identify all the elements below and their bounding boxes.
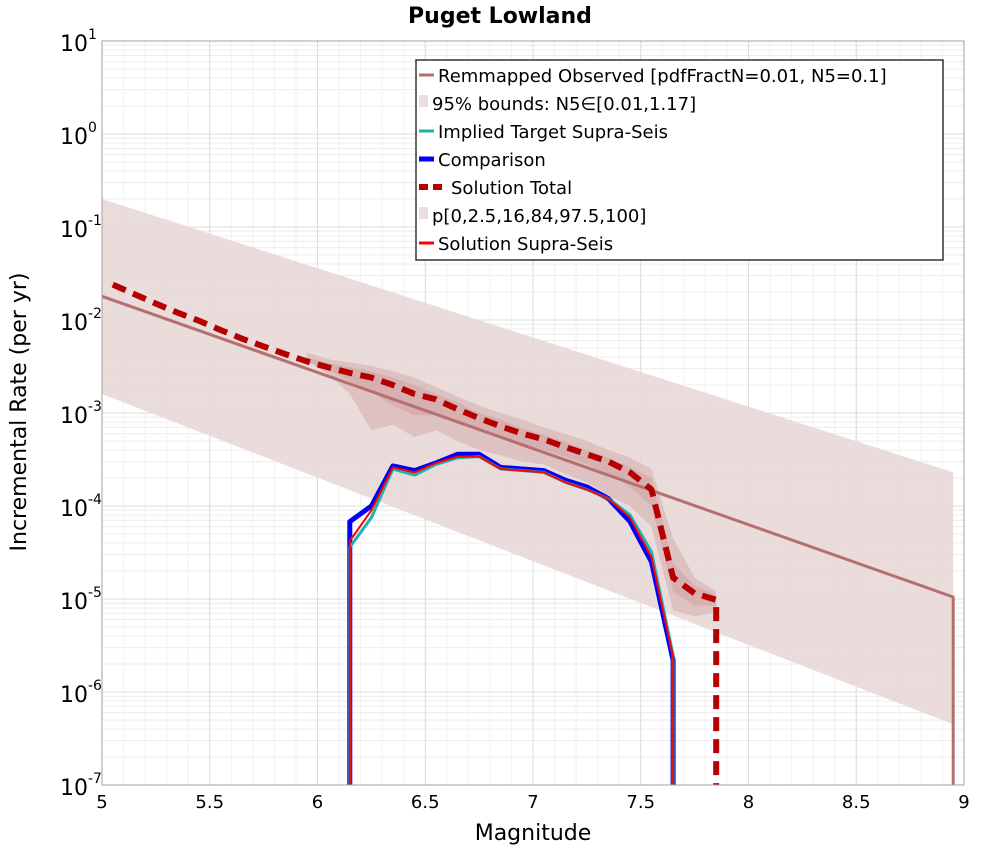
legend: Remmapped Observed [pdfFractN=0.01, N5=0…: [415, 59, 944, 261]
x-tick-label: 6.5: [411, 792, 440, 813]
x-axis-label: Magnitude: [475, 821, 592, 846]
legend-swatch: [419, 207, 428, 219]
x-tick-label: 7.5: [626, 792, 655, 813]
plot-frame: [101, 40, 965, 786]
series: [101, 281, 955, 785]
legend-label: p[0,2.5,16,84,97.5,100]: [432, 206, 646, 227]
series-solution-supra-seis: [348, 455, 675, 785]
y-tick-label: 101: [60, 27, 97, 57]
y-tick-label: 10-1: [60, 213, 102, 243]
x-tick-label: 7: [527, 792, 538, 813]
x-tick-label: 5: [96, 792, 107, 813]
legend-label: Solution Total: [451, 178, 572, 199]
series-solution-total: [111, 281, 720, 785]
legend-swatch: [419, 95, 428, 107]
series-remmapped-observed-pdffractn-0-01-n5-0-1: [101, 294, 955, 785]
legend-box: [415, 59, 944, 261]
x-tick-label: 5.5: [195, 792, 224, 813]
chart-title: Puget Lowland: [408, 4, 592, 29]
legend-label: Implied Target Supra-Seis: [438, 122, 668, 143]
y-tick-label: 10-3: [60, 399, 102, 429]
legend-label: Comparison: [438, 150, 546, 171]
x-tick-label: 6: [312, 792, 323, 813]
x-tick-label: 8.5: [842, 792, 871, 813]
x-tick-label: 8: [743, 792, 754, 813]
percentile-band-outer: [306, 352, 717, 617]
x-tick-label: 9: [958, 792, 969, 813]
y-tick-label: 10-5: [60, 585, 102, 615]
legend-label: Solution Supra-Seis: [438, 234, 613, 255]
y-tick-label: 10-4: [60, 492, 102, 522]
y-tick-label: 10-2: [60, 306, 102, 336]
legend-label: Remmapped Observed [pdfFractN=0.01, N5=0…: [438, 66, 887, 87]
y-tick-label: 10-6: [60, 678, 102, 708]
x-axis-ticks: 5 5.5 6 6.5 7 7.5 8 8.5 9: [96, 792, 969, 813]
legend-label: 95% bounds: N5∈[0.01,1.17]: [432, 94, 696, 115]
y-tick-label: 10-7: [60, 771, 102, 801]
y-tick-label: 100: [60, 120, 97, 150]
y-axis-label: Incremental Rate (per yr): [7, 273, 32, 552]
y-axis-ticks: 10-7 10-6 10-5 10-4 10-3 10-2 10-1 100 101: [60, 27, 102, 801]
